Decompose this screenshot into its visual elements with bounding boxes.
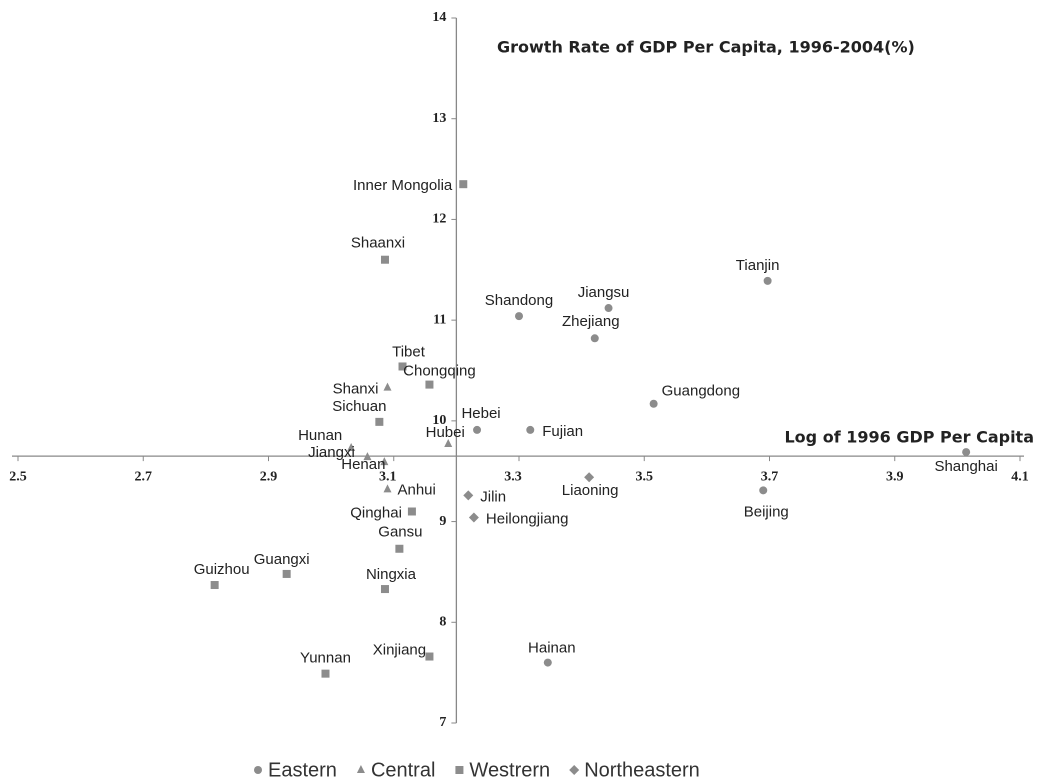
point-label: Heilongjiang: [486, 511, 569, 528]
point: [649, 399, 658, 408]
x-tick-label: 3.1: [379, 469, 397, 484]
y-tick-label: 9: [439, 514, 446, 529]
point: [321, 669, 330, 678]
point: [526, 425, 535, 434]
x-tick-label: 3.9: [886, 469, 904, 484]
point-label: Xinjiang: [373, 641, 426, 658]
legend-marker: [569, 765, 580, 775]
point: [444, 439, 453, 448]
point: [468, 512, 479, 523]
point-label: Ningxia: [366, 566, 417, 583]
point: [383, 484, 392, 493]
point: [425, 380, 434, 389]
point: [380, 457, 389, 466]
point: [515, 312, 523, 321]
legend-label: Northeastern: [584, 759, 700, 781]
point-label: Sichuan: [332, 398, 386, 415]
y-tick-label: 11: [433, 312, 446, 327]
chart-title: Growth Rate of GDP Per Capita, 1996-2004…: [497, 38, 915, 57]
point-label: Inner Mongolia: [353, 177, 453, 194]
point: [759, 486, 768, 495]
point-label: Qinghai: [350, 504, 402, 521]
point: [463, 490, 474, 501]
point-label: Liaoning: [562, 482, 619, 499]
legend-marker: [254, 766, 262, 774]
point: [962, 448, 971, 457]
point: [543, 658, 552, 667]
point-label: Hubei: [426, 424, 465, 441]
point-label: Henan: [341, 456, 385, 473]
point-label: Jilin: [480, 488, 506, 505]
legend-label: Eastern: [268, 759, 337, 781]
y-tick-label: 12: [432, 212, 446, 227]
point: [763, 276, 772, 285]
point-label: Jiangxi: [308, 444, 355, 461]
y-tick-label: 10: [432, 413, 446, 428]
x-tick-label: 2.5: [9, 469, 27, 484]
point-label: Shanxi: [333, 381, 379, 398]
x-tick-label: 2.9: [260, 469, 278, 484]
point-label: Anhui: [397, 481, 435, 498]
point-label: Shanghai: [934, 458, 997, 475]
point: [395, 544, 404, 553]
point: [363, 452, 372, 461]
y-tick-label: 14: [432, 10, 446, 25]
point: [473, 425, 482, 434]
point-label: Fujian: [542, 423, 583, 440]
legend-marker: [455, 766, 464, 774]
point-label: Beijing: [744, 503, 789, 520]
point-label: Hainan: [528, 640, 576, 657]
legend-marker: [356, 765, 365, 773]
legend-label: Central: [371, 759, 435, 781]
point-label: Hebei: [461, 405, 500, 422]
point: [347, 443, 356, 452]
point: [604, 304, 613, 313]
legend-label: Westrern: [469, 759, 550, 781]
point: [590, 334, 599, 343]
point: [407, 507, 416, 516]
point: [459, 180, 468, 189]
point: [584, 472, 595, 483]
point: [398, 362, 407, 371]
point-label: Yunnan: [300, 650, 351, 667]
point-label: Zhejiang: [562, 313, 620, 330]
point-label: Guizhou: [194, 561, 250, 578]
point-label: Chongqing: [403, 363, 476, 380]
x-tick-label: 3.3: [504, 469, 522, 484]
y-tick-label: 13: [432, 111, 446, 126]
x-axis-title: Log of 1996 GDP Per Capita: [784, 428, 1034, 447]
point: [210, 581, 219, 590]
point: [375, 417, 384, 426]
point-label: Guangxi: [254, 551, 310, 568]
point-label: Jiangsu: [578, 284, 630, 301]
point-label: Shandong: [485, 292, 553, 309]
point-label: Hunan: [298, 427, 342, 444]
x-tick-label: 2.7: [135, 469, 153, 484]
point-label: Shaanxi: [351, 235, 405, 252]
x-tick-label: 3.7: [761, 469, 779, 484]
point: [282, 569, 291, 578]
point: [425, 652, 434, 661]
point: [383, 382, 392, 391]
x-tick-label: 4.1: [1011, 469, 1029, 484]
point-label: Guangdong: [662, 383, 740, 400]
point-label: Tianjin: [736, 257, 780, 274]
x-tick-label: 3.5: [636, 469, 654, 484]
y-tick-label: 8: [439, 615, 446, 630]
point-label: Gansu: [378, 524, 422, 541]
point-label: Tibet: [392, 343, 426, 360]
y-tick-label: 7: [439, 715, 446, 730]
point: [380, 255, 389, 264]
point: [380, 585, 389, 594]
